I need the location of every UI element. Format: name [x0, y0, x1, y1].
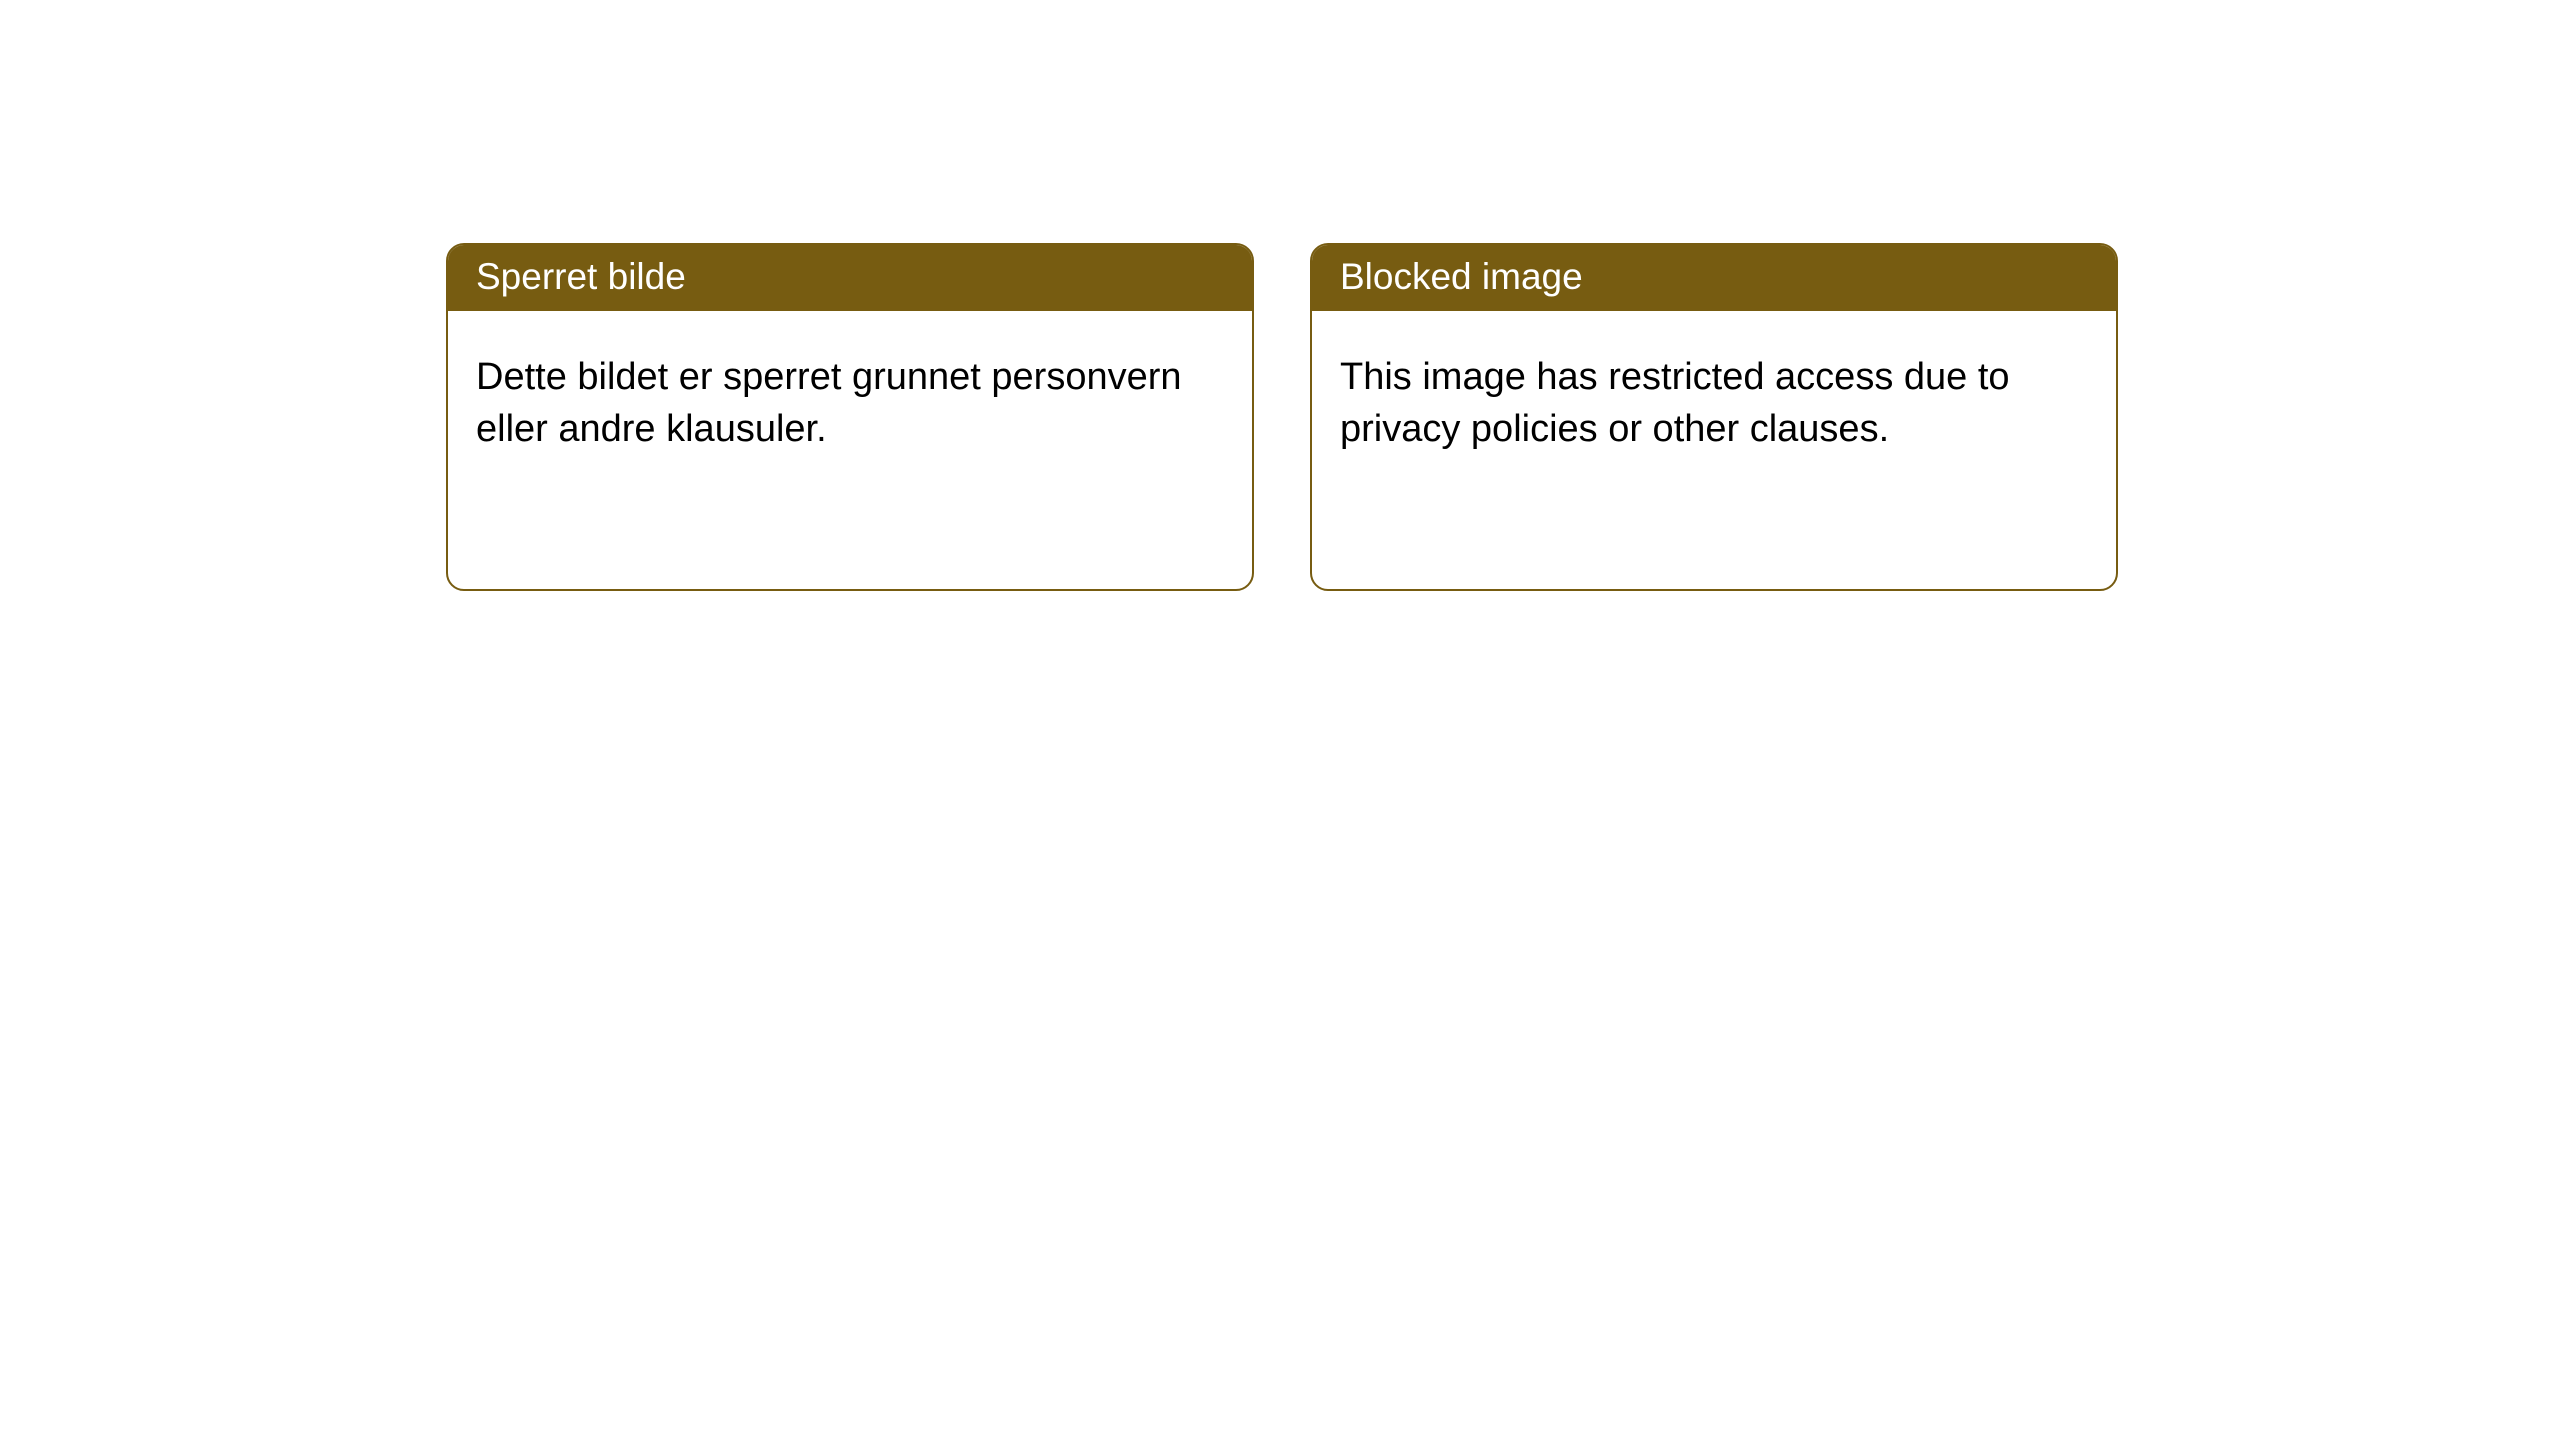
notice-cards-container: Sperret bilde Dette bildet er sperret gr… — [0, 0, 2560, 591]
card-body-text: This image has restricted access due to … — [1340, 351, 2088, 455]
card-body: Dette bildet er sperret grunnet personve… — [448, 311, 1252, 589]
card-header: Sperret bilde — [448, 245, 1252, 311]
card-title: Blocked image — [1340, 256, 1583, 297]
card-body: This image has restricted access due to … — [1312, 311, 2116, 589]
card-title: Sperret bilde — [476, 256, 686, 297]
card-body-text: Dette bildet er sperret grunnet personve… — [476, 351, 1224, 455]
card-header: Blocked image — [1312, 245, 2116, 311]
notice-card-english: Blocked image This image has restricted … — [1310, 243, 2118, 591]
notice-card-norwegian: Sperret bilde Dette bildet er sperret gr… — [446, 243, 1254, 591]
